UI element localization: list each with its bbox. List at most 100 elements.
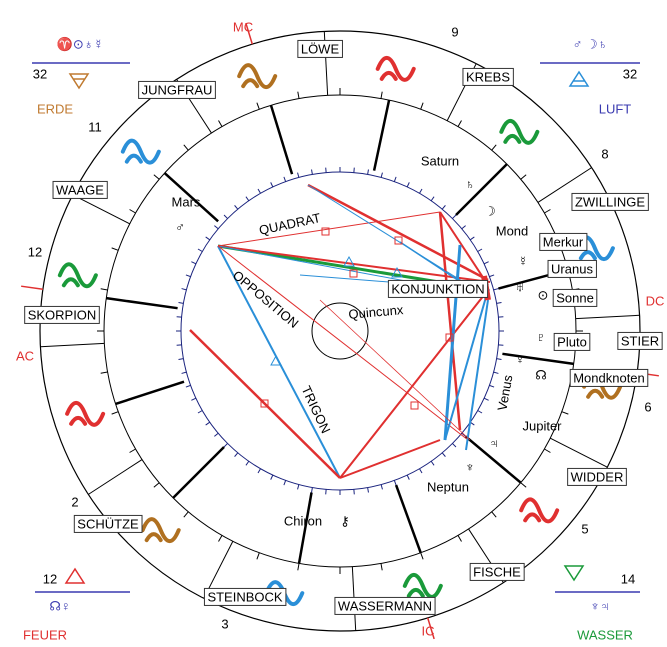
outer-tick	[544, 209, 551, 214]
outer-tick	[218, 535, 223, 542]
outer-tick	[457, 535, 462, 542]
inner-tick	[245, 196, 250, 202]
inner-tick	[483, 397, 489, 401]
house-cusp	[269, 104, 294, 175]
sign-glyph	[65, 400, 106, 427]
label: Sonne	[556, 290, 594, 305]
element-count: 32	[33, 66, 47, 81]
inner-tick	[191, 261, 197, 265]
inner-tick	[406, 474, 410, 480]
label-box	[297, 39, 343, 58]
element-planets: ♆♃	[590, 598, 610, 613]
outer-tick	[256, 102, 260, 110]
outer-tick	[153, 174, 160, 180]
planet-name: Neptun	[427, 479, 469, 494]
sign-boundary	[550, 437, 608, 468]
house-number: 12	[28, 244, 42, 259]
outer-tick	[111, 247, 119, 251]
planet-symbol: ♂	[175, 219, 185, 234]
sign-glyph	[237, 63, 278, 90]
sign-glyph	[120, 138, 161, 165]
planet-name: Chiron	[284, 513, 322, 528]
outer-tick	[544, 448, 551, 453]
outer-tick	[100, 371, 108, 374]
outer-tick	[491, 144, 497, 151]
outer-tick	[129, 448, 136, 453]
inner-tick	[489, 274, 495, 278]
label: STEINBOCK	[207, 589, 282, 604]
label: KONJUNKTION	[391, 281, 484, 296]
outer-tick	[218, 120, 223, 127]
inner-tick	[234, 452, 239, 457]
house-cusp	[163, 172, 219, 223]
label-box	[138, 80, 216, 99]
label-box	[547, 259, 597, 278]
label-box	[552, 288, 598, 307]
inner-tick	[496, 302, 502, 304]
outer-tick	[111, 411, 119, 415]
inner-tick	[297, 172, 300, 178]
sign-glyph	[140, 517, 181, 544]
planet-symbol: ♀	[515, 351, 525, 366]
sign-boundary	[72, 194, 130, 225]
sign-boundary	[40, 342, 105, 348]
element-name: FEUER	[23, 627, 67, 642]
axis-label: DC	[646, 293, 665, 308]
planet-name: Saturn	[421, 153, 459, 168]
inner-tick	[367, 487, 369, 493]
planet-symbol: ♆	[465, 459, 475, 474]
house-cusp	[115, 380, 185, 406]
outer-tick	[183, 144, 189, 151]
planet-symbol: ⚷	[340, 513, 350, 528]
house-number: 6	[644, 399, 651, 414]
labels: LÖWE KREBS ZWILLINGE STIER WIDDER FISCHE WASSE…	[16, 19, 664, 642]
planet-symbol: ♃	[489, 435, 499, 450]
house-number: 5	[581, 521, 588, 536]
inner-tick	[367, 169, 369, 175]
inner-tick	[477, 410, 483, 414]
sign-glyph	[402, 572, 443, 599]
outer-tick	[256, 552, 260, 560]
inner-tick	[311, 169, 313, 175]
inner-tick	[380, 172, 383, 178]
inner-tick	[197, 248, 203, 252]
outer-tick	[520, 174, 527, 180]
inner-tick	[257, 468, 261, 474]
label: SCHÜTZE	[77, 516, 139, 531]
planet-symbol: ♅	[515, 279, 525, 294]
inner-tick	[483, 261, 489, 265]
planet-symbol: ☊	[535, 367, 547, 382]
label-box	[567, 467, 627, 486]
house-number: 8	[601, 146, 608, 161]
label: WIDDER	[571, 469, 624, 484]
label-box	[469, 562, 525, 581]
inner-tick	[461, 225, 466, 230]
house-cusp	[372, 99, 391, 171]
inner-tick	[283, 480, 287, 486]
element-symbols	[32, 62, 640, 593]
planet-name: Venus	[494, 373, 515, 412]
inner-tick	[223, 443, 228, 448]
axis-label: IC	[422, 623, 435, 638]
element-count: 14	[621, 571, 635, 586]
house-number: 3	[221, 616, 228, 631]
label-box	[203, 587, 287, 606]
label: FISCHE	[473, 564, 521, 579]
inner-tick	[270, 182, 274, 188]
inner-tick	[469, 236, 475, 241]
aspect-lines	[189, 183, 491, 479]
inner-tick	[493, 371, 499, 374]
inner-tick	[477, 248, 483, 252]
house-number: 11	[88, 119, 102, 134]
element-name: WASSER	[577, 627, 633, 642]
outer-tick	[129, 209, 136, 214]
sign-boundary	[575, 314, 640, 320]
outer-tick	[380, 91, 383, 99]
label-box	[617, 331, 663, 350]
sign-glyph	[57, 262, 98, 289]
sign-boundary	[537, 167, 592, 203]
label-box	[387, 279, 489, 298]
label: KREBS	[466, 69, 510, 84]
outer-tick	[420, 102, 424, 110]
outer-tick	[297, 563, 300, 571]
